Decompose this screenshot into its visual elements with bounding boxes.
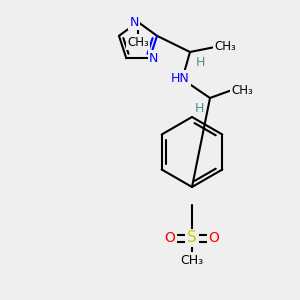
Text: CH₃: CH₃ <box>180 254 204 266</box>
Text: CH₃: CH₃ <box>231 83 253 97</box>
Text: S: S <box>187 230 197 245</box>
Text: N: N <box>149 52 158 65</box>
Text: O: O <box>208 231 219 245</box>
Text: N: N <box>129 16 139 28</box>
Text: CH₃: CH₃ <box>214 40 236 53</box>
Text: CH₃: CH₃ <box>127 35 149 49</box>
Text: HN: HN <box>171 71 189 85</box>
Text: H: H <box>194 101 204 115</box>
Text: H: H <box>195 56 205 68</box>
Text: O: O <box>165 231 176 245</box>
